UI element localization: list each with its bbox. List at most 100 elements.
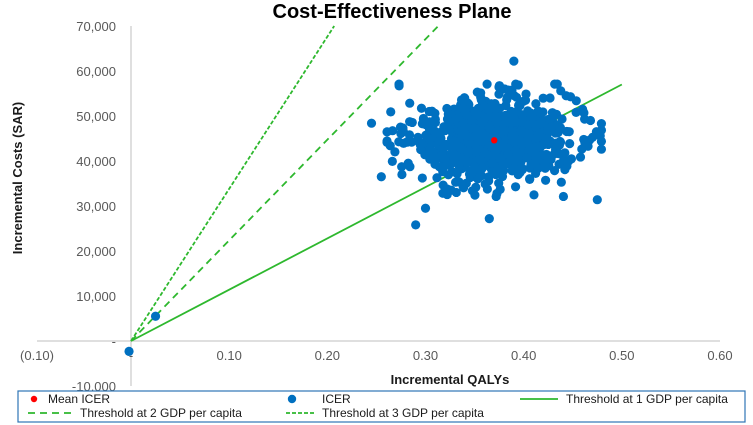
icer-point (124, 346, 134, 356)
icer-point (491, 146, 501, 156)
icer-point (527, 112, 538, 122)
threshold-line (130, 25, 439, 342)
icer-point (446, 185, 456, 195)
icer-point (596, 144, 607, 154)
y-tick-label: 20,000 (76, 244, 116, 259)
icer-point (540, 150, 550, 160)
y-tick-label: 10,000 (76, 289, 116, 304)
y-tick-label: 50,000 (76, 109, 116, 124)
icer-point (547, 108, 557, 118)
tick-labels: -10,000-10,00020,00030,00040,00050,00060… (20, 19, 733, 394)
icer-point (507, 85, 517, 95)
icer-point (530, 157, 541, 167)
icer-point (386, 107, 396, 117)
icer-point (150, 311, 161, 321)
icer-point (564, 156, 574, 166)
icer-point (467, 186, 478, 196)
icer-point (577, 104, 588, 114)
y-tick-label: - (112, 334, 116, 349)
icer-point (404, 130, 415, 140)
icer-point (525, 174, 535, 184)
axes (37, 26, 720, 386)
icer-point (562, 126, 572, 137)
legend-marker (30, 395, 38, 403)
icer-point (398, 138, 409, 148)
icer-point (467, 167, 477, 177)
icer-point (517, 110, 528, 120)
icer-point (387, 156, 397, 166)
legend: Mean ICER ICER Threshold at 1 GDP per capi… (17, 390, 746, 423)
icer-point (552, 79, 562, 89)
icer-point (366, 118, 377, 128)
legend-label: Mean ICER (48, 392, 110, 406)
icer-point (487, 158, 497, 168)
mean-icer-point (491, 137, 498, 144)
y-tick-label: 70,000 (76, 19, 116, 34)
icer-point (460, 122, 471, 132)
icer-point (533, 106, 543, 116)
icer-point (522, 153, 532, 163)
icer-point (382, 127, 392, 137)
x-axis-label: Incremental QALYs (391, 372, 510, 387)
icer-point (444, 116, 454, 127)
icer-point (481, 132, 492, 142)
icer-point (470, 131, 480, 141)
x-tick-label: 0.40 (511, 348, 536, 363)
icer-point (397, 169, 407, 180)
icer-point (394, 79, 404, 89)
icer-point (458, 129, 468, 139)
y-tick-label: 30,000 (76, 199, 116, 214)
icer-point (514, 135, 524, 145)
icer-point (509, 56, 519, 66)
x-tick-label: (0.10) (20, 348, 54, 363)
icer-point (550, 138, 561, 148)
legend-label: Threshold at 3 GDP per capita (322, 406, 484, 420)
icer-point (460, 96, 470, 106)
icer-point (558, 191, 569, 202)
icer-point (541, 175, 551, 185)
icer-point (476, 155, 486, 165)
icer-point (405, 117, 415, 127)
icer-point (596, 136, 607, 146)
icer-point (497, 171, 508, 182)
icer-point (523, 120, 533, 130)
icer-point (521, 89, 531, 99)
icer-point (510, 182, 521, 192)
icer-point (580, 114, 590, 124)
icer-point (515, 101, 525, 111)
icer-point (417, 173, 427, 183)
icer-point (398, 123, 408, 133)
icer-point (492, 165, 502, 175)
icer-point (390, 147, 400, 157)
x-tick-label: 0.60 (707, 348, 732, 363)
legend-marker (287, 394, 297, 404)
icer-point (424, 134, 434, 145)
icer-point (549, 166, 560, 176)
icer-point (472, 87, 482, 97)
icer-point (561, 91, 571, 101)
icer-point (580, 137, 590, 147)
icer-point (513, 170, 523, 180)
icer-point (538, 140, 549, 150)
icer-point (535, 118, 546, 128)
icer-point (538, 93, 548, 103)
icer-point (502, 92, 512, 103)
icer-point (441, 160, 452, 170)
icer-point (411, 220, 421, 230)
icer-point (482, 79, 492, 89)
icer-point (495, 153, 506, 164)
x-tick-label: 0.50 (609, 348, 634, 363)
y-tick-label: 60,000 (76, 64, 116, 79)
icer-point (529, 190, 539, 200)
y-tick-label: 40,000 (76, 154, 116, 169)
icer-point (420, 203, 431, 213)
x-tick-label: 0.10 (217, 348, 242, 363)
icer-point (430, 117, 440, 128)
icer-point (494, 178, 504, 188)
icer-point (405, 98, 415, 108)
icer-point (545, 93, 555, 103)
icer-point (511, 145, 521, 155)
x-tick-label: 0.20 (315, 348, 340, 363)
